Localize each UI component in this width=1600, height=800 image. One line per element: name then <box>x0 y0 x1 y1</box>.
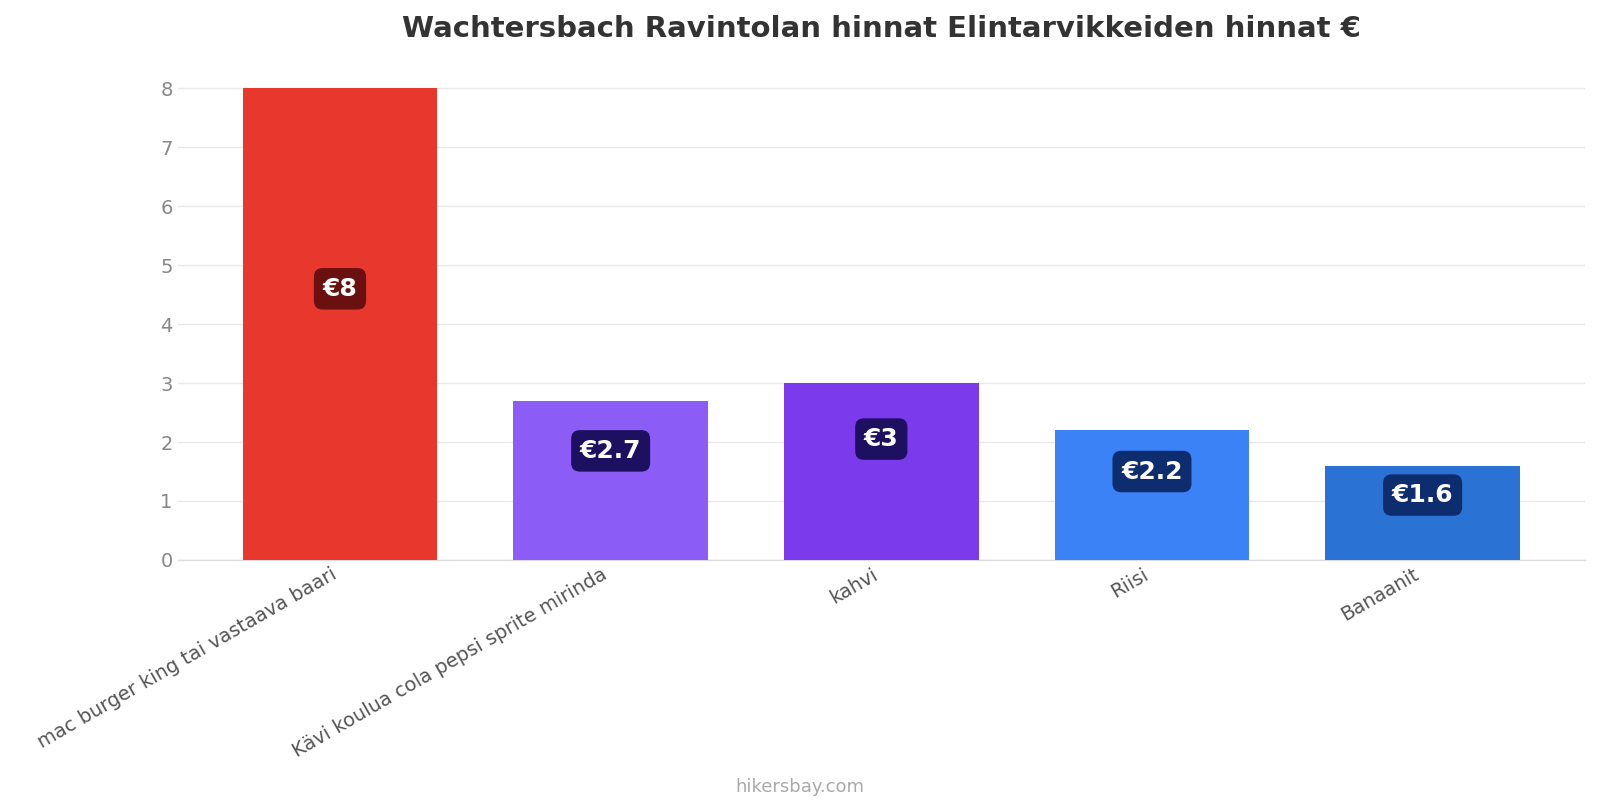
Text: hikersbay.com: hikersbay.com <box>736 778 864 796</box>
Bar <box>784 383 979 560</box>
Bar <box>514 401 709 560</box>
Title: Wachtersbach Ravintolan hinnat Elintarvikkeiden hinnat €: Wachtersbach Ravintolan hinnat Elintarvi… <box>402 15 1362 43</box>
Text: €8: €8 <box>323 277 357 301</box>
Text: €1.6: €1.6 <box>1392 483 1453 507</box>
Bar <box>1054 430 1250 560</box>
Text: €2.2: €2.2 <box>1122 459 1182 483</box>
Bar <box>1325 466 1520 560</box>
Text: €3: €3 <box>864 427 899 451</box>
Text: €2.7: €2.7 <box>579 439 642 463</box>
Bar <box>243 88 437 560</box>
